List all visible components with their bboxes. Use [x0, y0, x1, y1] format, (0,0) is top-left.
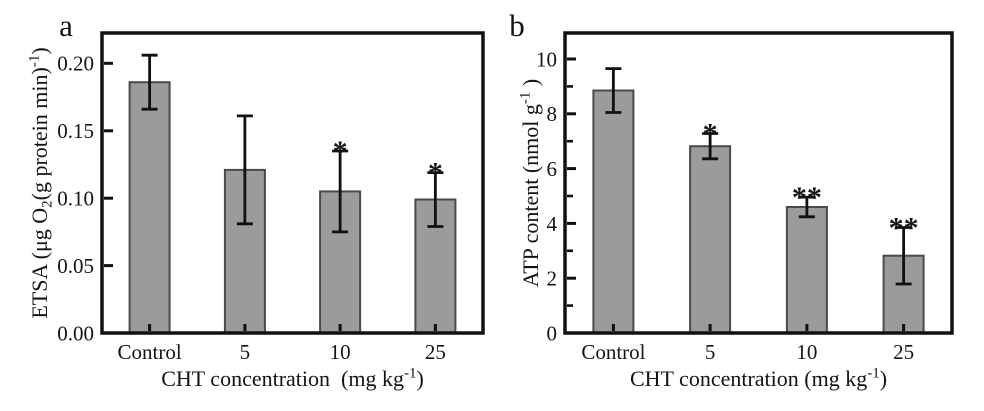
bar-Control: [592, 89, 635, 334]
bar-Control: [128, 81, 171, 334]
error-bar-Control: [141, 53, 158, 111]
error-bar-Control: [605, 67, 622, 114]
plot-border: [563, 31, 954, 335]
y-tick-label: 0.20: [57, 52, 94, 76]
y-tick-label: 0.05: [57, 254, 94, 278]
error-bar-5: [236, 114, 253, 226]
significance-marker-10: *: [333, 135, 348, 168]
significance-marker-5: *: [703, 118, 718, 151]
x-tick-label-Control: Control: [581, 340, 645, 364]
y-tick-label: 0.00: [57, 321, 94, 345]
error-bar-10: [332, 149, 349, 234]
x-tick-label-25: 25: [893, 340, 914, 364]
y-tick-label: 6: [547, 157, 558, 181]
y-tick-label: 0: [547, 321, 558, 345]
x-tick-label-10: 10: [796, 340, 817, 364]
y-tick-label: 4: [547, 212, 558, 236]
x-axis-label: CHT concentration (mg kg-1): [630, 366, 887, 391]
panel-letter-a: a: [59, 8, 73, 43]
error-bar-5: [702, 132, 719, 161]
y-tick-label: 10: [536, 47, 557, 71]
significance-marker-25: *: [428, 157, 443, 190]
y-axis-label: ATP content (nmol g-1 ): [518, 79, 543, 287]
y-tick-label: 8: [547, 102, 558, 126]
significance-marker-10: **: [792, 181, 822, 214]
y-tick-label: 2: [547, 267, 558, 291]
y-axis-label: ETSA (μg O2(g protein min)-1): [27, 47, 56, 318]
bar-5: [689, 145, 732, 334]
plot-border: [100, 31, 485, 335]
x-tick-label-5: 5: [705, 340, 716, 364]
bar-10: [785, 206, 828, 334]
x-tick-label-25: 25: [425, 340, 446, 364]
significance-marker-25: **: [889, 212, 919, 245]
x-tick-label-5: 5: [240, 340, 251, 364]
error-bar-25: [427, 171, 444, 228]
x-tick-label-Control: Control: [118, 340, 182, 364]
x-axis-label: CHT concentration (mg kg-1): [161, 366, 424, 391]
error-bar-10: [798, 195, 815, 219]
panel-letter-b: b: [509, 8, 525, 43]
x-tick-label-10: 10: [330, 340, 351, 364]
y-tick-label: 0.15: [57, 119, 94, 143]
y-tick-label: 0.10: [57, 187, 94, 211]
error-bar-25: [895, 226, 912, 286]
